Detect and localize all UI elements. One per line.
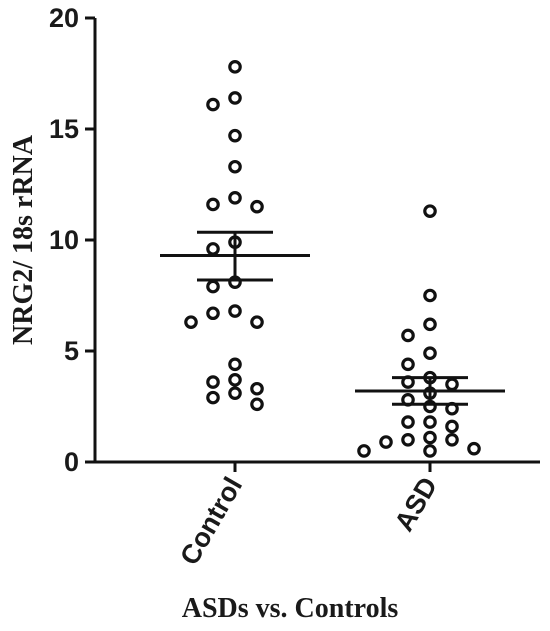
data-point: [423, 346, 437, 361]
x-axis-title: ASDs vs. Controls: [182, 593, 399, 624]
data-point: [423, 415, 437, 429]
x-tick-label: ASD: [389, 472, 443, 536]
data-point: [401, 432, 415, 447]
data-point: [401, 357, 415, 372]
data-point: [228, 386, 242, 400]
data-point: [206, 390, 220, 405]
data-point: [445, 432, 459, 447]
data-point: [423, 317, 437, 332]
data-point: [250, 315, 264, 329]
data-point: [445, 377, 459, 392]
data-point: [206, 306, 220, 321]
data-point: [206, 375, 220, 389]
data-point: [228, 91, 242, 105]
y-tick-label: 10: [49, 225, 79, 255]
data-points: [184, 60, 481, 458]
data-point: [357, 444, 371, 458]
y-axis-title: NRG2/ 18s rRNA: [8, 134, 39, 345]
data-point: [228, 357, 242, 372]
data-point: [206, 97, 220, 112]
x-tick-label: Control: [174, 472, 248, 570]
data-point: [401, 415, 415, 429]
data-point: [184, 315, 198, 329]
data-point: [228, 60, 242, 74]
data-point: [423, 204, 437, 218]
data-point: [206, 197, 220, 212]
data-point: [250, 397, 264, 412]
mean-sem-bars: [160, 230, 505, 406]
data-point: [445, 419, 459, 434]
data-point: [250, 199, 264, 214]
data-point: [228, 128, 242, 143]
y-axis: 0 5 10 15 20: [49, 3, 97, 477]
data-point: [228, 159, 242, 174]
y-tick-label: 0: [64, 447, 79, 477]
y-tick-label: 5: [64, 336, 79, 366]
data-point: [228, 373, 242, 387]
data-point: [228, 304, 242, 318]
data-point: [467, 441, 481, 456]
data-point: [206, 242, 220, 256]
y-tick-label: 20: [49, 3, 79, 33]
data-point: [401, 328, 415, 343]
data-point: [250, 381, 264, 396]
data-point: [379, 435, 393, 449]
data-point: [206, 279, 220, 294]
y-tick-label: 15: [49, 114, 79, 144]
data-point: [228, 191, 242, 205]
data-point: [423, 430, 437, 445]
x-axis: Control ASD: [95, 460, 540, 570]
data-point: [423, 444, 437, 458]
data-point: [423, 288, 437, 303]
